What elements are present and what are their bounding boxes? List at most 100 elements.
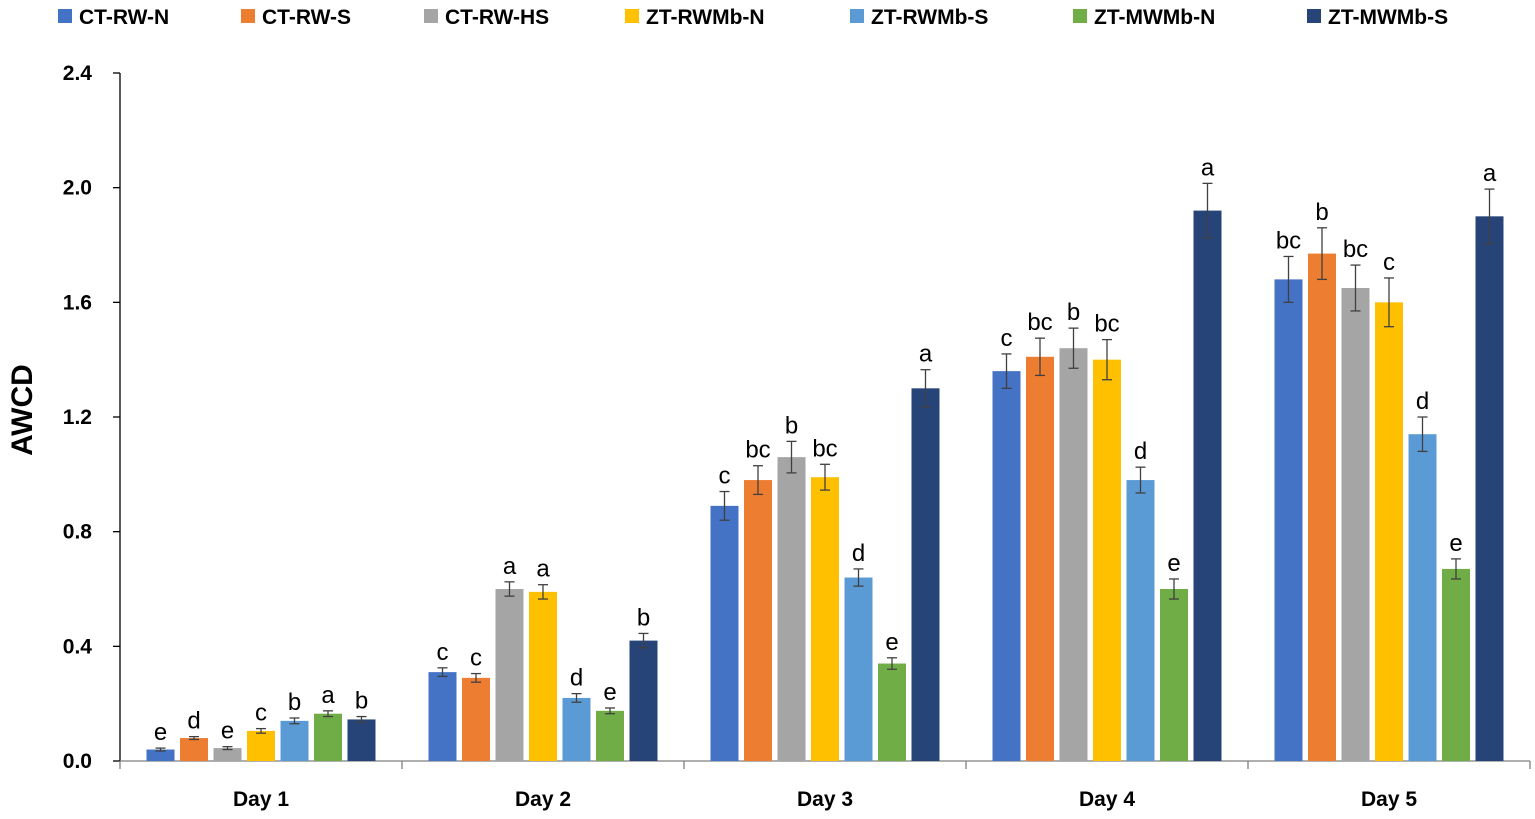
bar	[428, 672, 457, 761]
significance-label: b	[1067, 299, 1080, 326]
bar	[146, 749, 175, 761]
bar	[1274, 279, 1303, 761]
bar	[1160, 589, 1188, 761]
bar	[495, 589, 524, 761]
significance-label: c	[719, 463, 731, 490]
bar	[1193, 210, 1222, 762]
significance-label: bc	[1343, 236, 1368, 263]
significance-label: d	[187, 708, 200, 735]
bar	[180, 738, 208, 761]
significance-label: b	[288, 689, 301, 716]
significance-label: bc	[1276, 227, 1301, 254]
bar	[878, 663, 906, 761]
significance-label: a	[919, 341, 933, 368]
y-tick-label: 2.0	[63, 177, 92, 200]
y-tick-label: 1.2	[63, 406, 92, 429]
significance-label: bc	[812, 435, 837, 462]
bar	[844, 577, 873, 761]
legend-item: ZT-RWMb-N	[625, 6, 765, 29]
significance-label: e	[885, 629, 898, 656]
significance-label: a	[503, 553, 517, 580]
significance-label: d	[1416, 388, 1429, 415]
x-tick-label: Day 2	[515, 788, 571, 811]
legend-label: ZT-RWMb-N	[646, 6, 765, 29]
bar	[1308, 253, 1336, 761]
legend-label: ZT-RWMb-S	[871, 6, 988, 29]
x-tick-label: Day 1	[233, 788, 289, 811]
legend-swatch	[58, 9, 72, 23]
bar	[1375, 302, 1403, 761]
bar	[1442, 568, 1470, 761]
series-ZT-RWMb-S: b d d d d	[280, 388, 1437, 761]
bar	[1408, 434, 1437, 761]
significance-label: c	[437, 639, 449, 666]
x-tick-label: Day 4	[1079, 788, 1135, 811]
significance-label: c	[255, 700, 267, 727]
legend-swatch	[850, 9, 864, 23]
legend-item: ZT-RWMb-S	[850, 6, 988, 29]
legend-swatch	[1307, 9, 1321, 23]
bar	[562, 697, 591, 761]
bar	[462, 677, 490, 761]
legend-label: CT-RW-S	[262, 6, 351, 29]
x-tick-label: Day 3	[797, 788, 853, 811]
significance-label: b	[1315, 199, 1328, 226]
y-tick-label: 1.6	[63, 291, 92, 314]
y-tick-label: 2.4	[63, 62, 93, 85]
bar	[1093, 359, 1121, 761]
y-tick-label: 0.8	[63, 521, 93, 544]
bar	[596, 710, 624, 761]
significance-label: d	[1134, 438, 1147, 465]
bar	[811, 477, 839, 761]
legend-swatch	[1073, 9, 1087, 23]
significance-label: bc	[745, 437, 770, 464]
bar	[1341, 288, 1370, 761]
significance-label: e	[1449, 530, 1462, 557]
x-axis: Day 1 Day 2 Day 3 Day 4 Day 5	[119, 760, 1531, 811]
bar	[744, 480, 772, 761]
legend-swatch	[241, 9, 255, 23]
legend-label: CT-RW-HS	[445, 6, 549, 29]
legend-swatch	[625, 9, 639, 23]
significance-label: e	[1167, 550, 1180, 577]
bar	[247, 730, 275, 761]
significance-label: b	[355, 688, 368, 715]
significance-label: e	[603, 679, 616, 706]
y-tick-label: 0.4	[63, 635, 93, 658]
bar	[347, 719, 376, 761]
legend-label: ZT-MWMb-N	[1094, 6, 1215, 29]
bar	[710, 505, 739, 761]
significance-label: b	[785, 412, 798, 439]
significance-label: e	[221, 718, 234, 745]
x-tick-label: Day 5	[1361, 788, 1417, 811]
series-ZT-MWMb-S: b b a a a	[347, 154, 1504, 762]
legend-item: CT-RW-N	[58, 6, 169, 29]
significance-label: d	[570, 665, 583, 692]
bar	[777, 457, 806, 761]
legend-item: CT-RW-HS	[424, 6, 549, 29]
bar	[1026, 356, 1054, 761]
significance-label: a	[321, 682, 335, 709]
legend-item: ZT-MWMb-N	[1073, 6, 1215, 29]
significance-label: e	[154, 719, 167, 746]
bar	[280, 720, 309, 761]
bar	[1059, 348, 1088, 761]
significance-label: b	[637, 604, 650, 631]
significance-label: d	[852, 540, 865, 567]
bar	[1126, 480, 1155, 761]
legend-item: ZT-MWMb-S	[1307, 6, 1448, 29]
bar	[911, 388, 940, 761]
bar	[1475, 216, 1504, 762]
bar	[213, 748, 242, 761]
bar	[529, 591, 557, 761]
chart-legend: CT-RW-N CT-RW-S CT-RW-HS ZT-RWMb-N ZT-RWMb-S…	[58, 6, 1448, 29]
significance-label: a	[1483, 160, 1497, 187]
legend-label: CT-RW-N	[79, 6, 169, 29]
legend-swatch	[424, 9, 438, 23]
significance-label: c	[1383, 249, 1395, 276]
